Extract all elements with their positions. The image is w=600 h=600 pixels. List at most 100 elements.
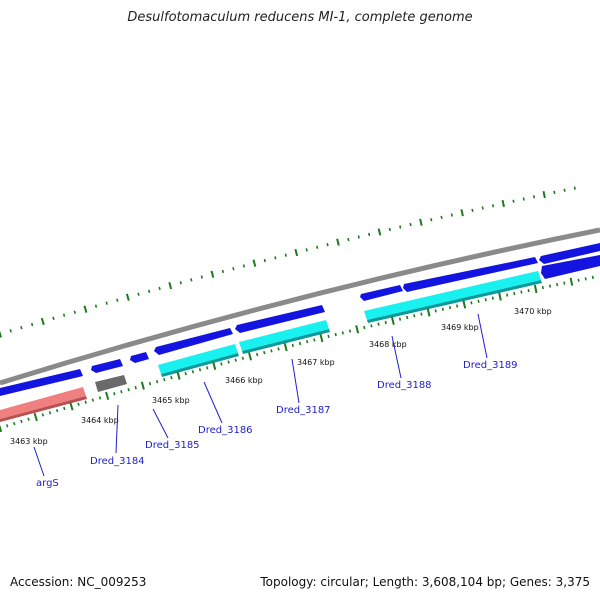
gene-label-dred-3189[interactable]: Dred_3189 <box>463 360 518 371</box>
minor-tick <box>573 186 576 190</box>
cds-block[interactable] <box>0 387 86 419</box>
minor-tick <box>158 286 161 291</box>
kbp-label: 3463 kbp <box>10 437 48 446</box>
minor-tick <box>184 371 187 376</box>
label-leader-line <box>203 381 223 424</box>
major-tick <box>212 361 217 371</box>
major-tick <box>105 391 110 400</box>
kbp-label: 3468 kbp <box>369 340 407 349</box>
minor-tick <box>179 281 182 285</box>
cds-block[interactable] <box>242 329 330 354</box>
kbp-label: 3467 kbp <box>297 358 335 367</box>
minor-tick <box>512 199 515 203</box>
kbp-label: 3464 kbp <box>81 416 119 425</box>
minor-tick <box>326 243 329 247</box>
minor-tick <box>27 417 30 421</box>
minor-tick <box>256 352 259 357</box>
minor-tick <box>127 388 130 392</box>
minor-tick <box>120 390 123 394</box>
minor-tick <box>477 299 480 303</box>
minor-tick <box>363 325 366 330</box>
minor-tick <box>316 245 319 249</box>
cds-block[interactable] <box>161 353 239 377</box>
gene-label-dred-3185[interactable]: Dred_3185 <box>145 440 200 451</box>
genome-stats-text: Topology: circular; Length: 3,608,104 bp… <box>260 575 590 589</box>
minor-tick <box>20 325 23 330</box>
minor-tick <box>13 421 16 426</box>
gene-label-dred-3184[interactable]: Dred_3184 <box>90 456 145 467</box>
minor-tick <box>347 237 350 242</box>
cds-block[interactable] <box>364 271 541 320</box>
minor-tick <box>327 334 330 338</box>
gene-arrow[interactable] <box>130 352 149 363</box>
minor-tick <box>384 320 387 325</box>
minor-tick <box>413 314 416 318</box>
minor-tick <box>134 385 137 390</box>
minor-tick <box>113 392 116 396</box>
minor-tick <box>430 218 433 222</box>
minor-tick <box>263 258 266 263</box>
minor-tick <box>441 307 444 311</box>
minor-tick <box>147 289 151 294</box>
gene-label-dred-3187[interactable]: Dred_3187 <box>276 405 331 416</box>
gene-label-args[interactable]: argS <box>36 478 59 489</box>
cds-block[interactable] <box>367 280 542 323</box>
minor-tick <box>263 350 266 355</box>
minor-tick <box>200 275 203 279</box>
kbp-label: 3465 kbp <box>152 396 190 405</box>
genome-backbone <box>0 227 600 386</box>
minor-tick <box>522 197 525 201</box>
minor-tick <box>232 267 235 271</box>
major-tick <box>569 277 574 286</box>
label-leader-line <box>391 335 402 379</box>
minor-tick <box>584 277 587 281</box>
major-tick <box>426 308 431 317</box>
minor-tick <box>563 281 566 285</box>
minor-tick <box>234 358 237 362</box>
minor-tick <box>48 411 52 415</box>
gene-label-dred-3188[interactable]: Dred_3188 <box>377 380 432 391</box>
major-tick <box>210 270 215 278</box>
minor-tick <box>55 408 59 413</box>
inner-tick-ring <box>0 275 594 433</box>
minor-tick <box>170 375 173 380</box>
major-tick <box>283 343 288 352</box>
minor-tick <box>470 301 473 305</box>
minor-tick <box>368 232 371 237</box>
outer-tick-ring <box>0 186 576 338</box>
gene-arrow[interactable] <box>541 255 600 279</box>
gene-arrow[interactable] <box>235 305 325 333</box>
minor-tick <box>348 329 352 333</box>
minor-tick <box>553 190 556 195</box>
major-tick <box>40 317 45 326</box>
minor-tick <box>377 322 380 326</box>
minor-tick <box>456 304 459 308</box>
cds-block[interactable] <box>158 344 238 374</box>
gene-arrow[interactable] <box>0 369 83 396</box>
cds-block[interactable] <box>95 375 127 392</box>
gene-arrow[interactable] <box>539 243 600 264</box>
minor-tick <box>73 310 76 314</box>
cds-block[interactable] <box>0 396 87 422</box>
gene-arrow[interactable] <box>360 285 403 301</box>
gene-arrow[interactable] <box>154 328 233 355</box>
major-tick <box>168 281 173 290</box>
minor-tick <box>242 264 246 268</box>
major-tick <box>0 330 2 338</box>
major-tick <box>336 238 340 246</box>
minor-tick <box>84 400 87 404</box>
minor-tick <box>471 208 474 212</box>
major-tick <box>33 412 38 422</box>
minor-tick <box>484 298 487 302</box>
gene-arrow[interactable] <box>91 359 123 373</box>
minor-tick <box>137 292 140 296</box>
gene-arrow[interactable] <box>403 257 538 292</box>
minor-tick <box>388 227 391 232</box>
gene-label-dred-3186[interactable]: Dred_3186 <box>198 425 253 436</box>
minor-tick <box>298 341 302 346</box>
major-tick <box>419 218 423 226</box>
label-leader-line <box>33 446 45 477</box>
kbp-label: 3470 kbp <box>514 307 552 316</box>
cds-block[interactable] <box>239 320 329 351</box>
minor-tick <box>190 278 193 282</box>
